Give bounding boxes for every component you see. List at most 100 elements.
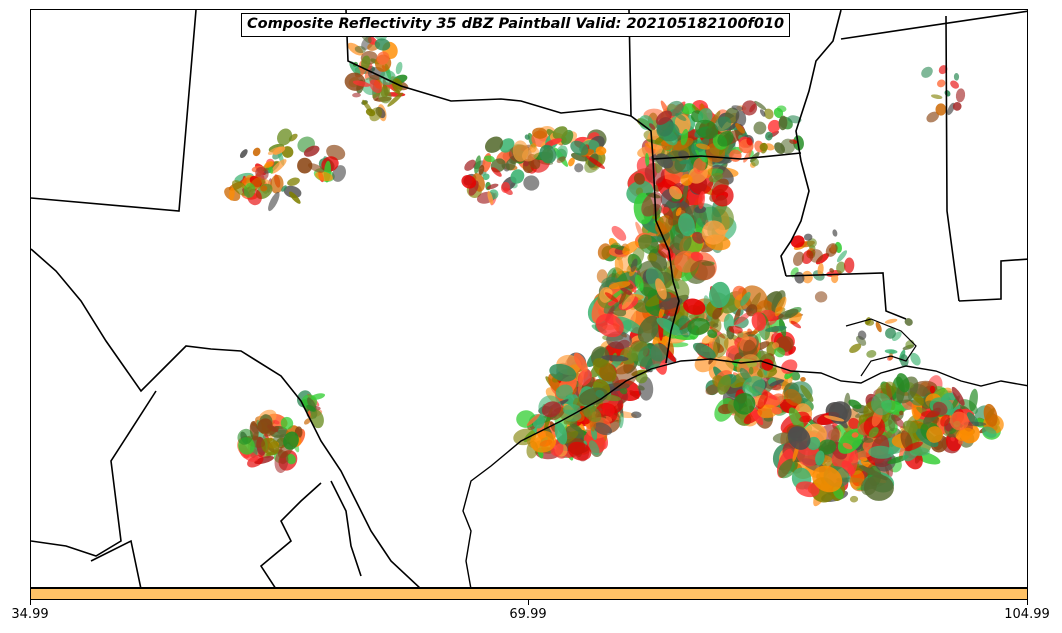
paintball-blob [619, 290, 627, 305]
paintball-blob [622, 241, 639, 255]
paintball-blob [733, 392, 756, 415]
paintball-blob [742, 376, 766, 397]
paintball-blob [669, 186, 683, 200]
paintball-blob [374, 38, 391, 51]
paintball-blob [369, 79, 382, 94]
paintball-blob [237, 428, 253, 445]
paintball-blob [793, 251, 804, 266]
rio-grande [31, 248, 421, 587]
paintball-blob [799, 415, 812, 423]
paintball-blob [735, 110, 747, 127]
paintball-blob [272, 419, 280, 425]
paintball-blob [679, 159, 692, 165]
paintball-blob [888, 349, 895, 355]
paintball-blob [801, 270, 813, 284]
paintball-blob [815, 450, 825, 466]
paintball-blob [554, 421, 568, 445]
paintball-blob [814, 291, 828, 303]
paintball-blob [788, 407, 804, 431]
paintball-blob [243, 182, 256, 198]
paintball-blob [570, 140, 589, 156]
paintball-blob [778, 308, 799, 320]
paintball-blob [315, 171, 333, 182]
paintball-blob [378, 88, 392, 104]
paintball-blob [831, 273, 839, 284]
paintball-blob [287, 177, 300, 186]
paintball-blob [861, 437, 874, 443]
paintball-blob [285, 453, 296, 465]
paintball-blob [800, 384, 814, 402]
paintball-blob [715, 116, 732, 132]
paintball-blob [556, 156, 566, 164]
paintball-blob [871, 393, 892, 416]
paintball-blob [608, 281, 631, 290]
paintball-blob [683, 298, 706, 315]
paintball-blob [765, 325, 787, 332]
paintball-blob [692, 231, 705, 244]
paintball-blob [769, 379, 785, 387]
paintball-blob [709, 281, 731, 308]
paintball-blob [735, 123, 745, 134]
paintball-blob [549, 421, 556, 432]
paintball-blob [578, 371, 583, 395]
paintball-blob [491, 167, 502, 177]
paintball-blob [478, 164, 485, 175]
paintball-blob [812, 465, 843, 493]
paintball-blob [904, 318, 913, 326]
paintball-blob [790, 320, 802, 329]
precip-cluster [461, 136, 540, 206]
paintball-blob [583, 405, 602, 423]
paintball-blob [604, 292, 619, 303]
precip-cluster [587, 260, 691, 375]
paintball-blob [595, 389, 605, 398]
ar-tx-line [652, 152, 802, 160]
paintball-blob [741, 100, 758, 116]
paintball-blob [645, 153, 650, 168]
nm-ok-border [31, 10, 197, 212]
paintball-blob [772, 342, 780, 350]
paintball-blob [829, 268, 835, 273]
precip-cluster [705, 350, 814, 429]
paintball-blob [634, 274, 644, 292]
paintball-blob [674, 334, 696, 341]
precip-cluster [715, 100, 804, 168]
paintball-blob [655, 153, 674, 169]
paintball-blob [710, 316, 722, 333]
paintball-blob [935, 103, 947, 116]
paintball-blob [352, 80, 371, 87]
paintball-blob [647, 252, 658, 263]
paintball-blob [695, 143, 710, 150]
paintball-blob [387, 92, 403, 107]
paintball-blob [849, 343, 862, 354]
paintball-blob [955, 88, 966, 103]
paintball-blob [713, 333, 729, 358]
reflectivity-map [31, 10, 1027, 587]
mx-state-border-1 [31, 390, 157, 557]
precip-cluster [224, 174, 273, 206]
paintball-blob [910, 352, 921, 366]
paintball-blob [687, 317, 710, 336]
paintball-blob [850, 470, 865, 490]
paintball-blob [868, 427, 879, 438]
paintball-blob [757, 391, 768, 410]
al-fl-border [958, 258, 1027, 302]
paintball-blob [499, 138, 515, 153]
paintball-blob [349, 61, 361, 76]
paintball-blob [523, 175, 540, 191]
paintball-blob [487, 191, 494, 205]
paintball-blob [767, 119, 781, 133]
paintball-blob [369, 107, 383, 122]
paintball-blob [944, 90, 951, 97]
paintball-blob [567, 441, 592, 461]
paintball-blob [904, 441, 923, 452]
paintball-blob [926, 111, 939, 123]
paintball-blob [310, 393, 326, 400]
paintball-blob [283, 185, 302, 198]
paintball-blob [619, 387, 628, 395]
paintball-blob [270, 174, 284, 194]
paintball-blob [637, 315, 660, 343]
precip-cluster [513, 395, 613, 462]
paintball-blob [633, 172, 645, 185]
paintball-blob [888, 413, 896, 432]
paintball-blob [484, 136, 504, 153]
